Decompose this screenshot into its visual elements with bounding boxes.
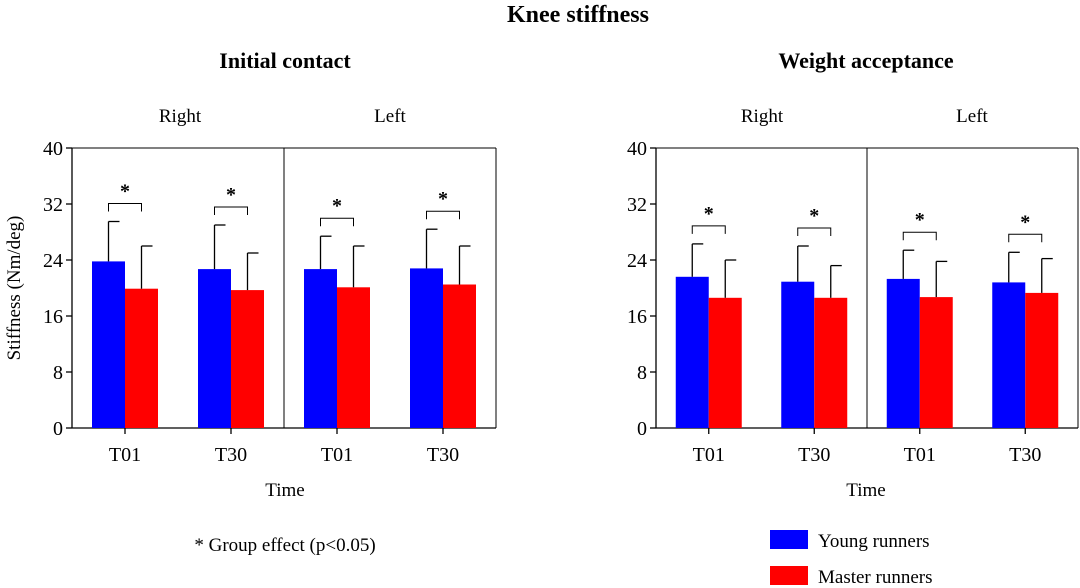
significance-bracket bbox=[108, 203, 142, 212]
bar-master bbox=[443, 284, 476, 428]
figure-title: Knee stiffness bbox=[507, 2, 649, 28]
bar-young bbox=[92, 261, 125, 428]
x-tick-label: T30 bbox=[1009, 444, 1041, 466]
legend-label-master: Master runners bbox=[818, 567, 933, 588]
bar-young bbox=[198, 269, 231, 428]
x-tick-label: T30 bbox=[215, 444, 247, 466]
legend: Young runners Master runners bbox=[770, 530, 933, 588]
y-tick-label: 8 bbox=[637, 362, 647, 384]
significance-marker: * bbox=[1020, 211, 1030, 233]
bar-young bbox=[304, 269, 337, 428]
significance-marker: * bbox=[704, 203, 714, 225]
panel-label-left-initial: Left bbox=[374, 106, 406, 127]
significance-marker: * bbox=[438, 188, 448, 210]
plot-area-weight: 0 8 16 24 32 40 T01 * T30 * T01 * T30 * bbox=[627, 138, 1079, 466]
chart-title-initial-contact: Initial contact bbox=[219, 48, 351, 73]
y-tick-label: 32 bbox=[43, 194, 63, 216]
chart-title-weight-acceptance: Weight acceptance bbox=[778, 48, 954, 73]
bar-young bbox=[410, 268, 443, 428]
y-tick-label: 24 bbox=[627, 250, 647, 272]
significance-marker: * bbox=[915, 209, 925, 231]
x-tick-label: T30 bbox=[427, 444, 459, 466]
significance-marker: * bbox=[120, 181, 130, 203]
bar-master bbox=[231, 290, 264, 428]
significance-bracket bbox=[320, 217, 354, 227]
bar-young bbox=[675, 276, 709, 428]
x-tick-label: T01 bbox=[904, 444, 936, 466]
y-tick-label: 8 bbox=[53, 362, 63, 384]
bar-young bbox=[886, 278, 920, 428]
x-tick-label: T01 bbox=[321, 444, 353, 466]
y-tick-label: 32 bbox=[627, 194, 647, 216]
bar-young bbox=[992, 282, 1026, 428]
bar-master bbox=[814, 297, 848, 428]
significance-bracket bbox=[691, 225, 726, 234]
bar-master bbox=[1025, 292, 1059, 428]
plot-layer: 0 8 16 24 32 40 T01 * T30 * T01 * T30 * 0 8 16 24 32 40 T01 *… bbox=[43, 138, 1079, 466]
x-tick-label: T01 bbox=[109, 444, 141, 466]
footnote-group-effect: * Group effect (p<0.05) bbox=[194, 535, 375, 556]
significance-bracket bbox=[797, 227, 832, 236]
plot-area-initial: 0 8 16 24 32 40 T01 * T30 * T01 * T30 * bbox=[43, 138, 497, 466]
significance-marker: * bbox=[226, 184, 236, 206]
y-tick-label: 16 bbox=[627, 306, 647, 328]
significance-marker: * bbox=[332, 195, 342, 217]
chart-weight-acceptance: Weight acceptance Right Left Time bbox=[741, 48, 989, 501]
x-tick-label: T01 bbox=[693, 444, 725, 466]
chart-initial-contact: Initial contact Right Left Time Stiffnes… bbox=[4, 48, 407, 501]
bar-master bbox=[708, 297, 742, 428]
significance-marker: * bbox=[809, 205, 819, 227]
panel-label-left-weight: Left bbox=[956, 106, 988, 127]
panel-label-right-weight: Right bbox=[741, 106, 784, 127]
panel-label-right-initial: Right bbox=[159, 106, 202, 127]
legend-label-young: Young runners bbox=[818, 531, 930, 552]
bar-master bbox=[337, 287, 370, 428]
bar-master bbox=[125, 288, 158, 428]
legend-swatch-master bbox=[770, 566, 808, 585]
legend-swatch-young bbox=[770, 530, 808, 549]
x-axis-label-weight: Time bbox=[846, 480, 885, 501]
x-axis-label-initial: Time bbox=[265, 480, 304, 501]
bar-master bbox=[919, 297, 953, 428]
y-tick-label: 16 bbox=[43, 306, 63, 328]
y-tick-label: 0 bbox=[53, 418, 63, 440]
bar-young bbox=[781, 281, 815, 428]
significance-bracket bbox=[902, 231, 937, 241]
y-tick-label: 24 bbox=[43, 250, 63, 272]
y-tick-label: 40 bbox=[627, 138, 647, 160]
x-tick-label: T30 bbox=[798, 444, 830, 466]
significance-bracket bbox=[426, 210, 460, 220]
y-axis-label: Stiffness (Nm/deg) bbox=[4, 216, 25, 361]
y-tick-label: 40 bbox=[43, 138, 63, 160]
y-tick-label: 0 bbox=[637, 418, 647, 440]
significance-bracket bbox=[1008, 233, 1043, 243]
significance-bracket bbox=[214, 206, 248, 215]
